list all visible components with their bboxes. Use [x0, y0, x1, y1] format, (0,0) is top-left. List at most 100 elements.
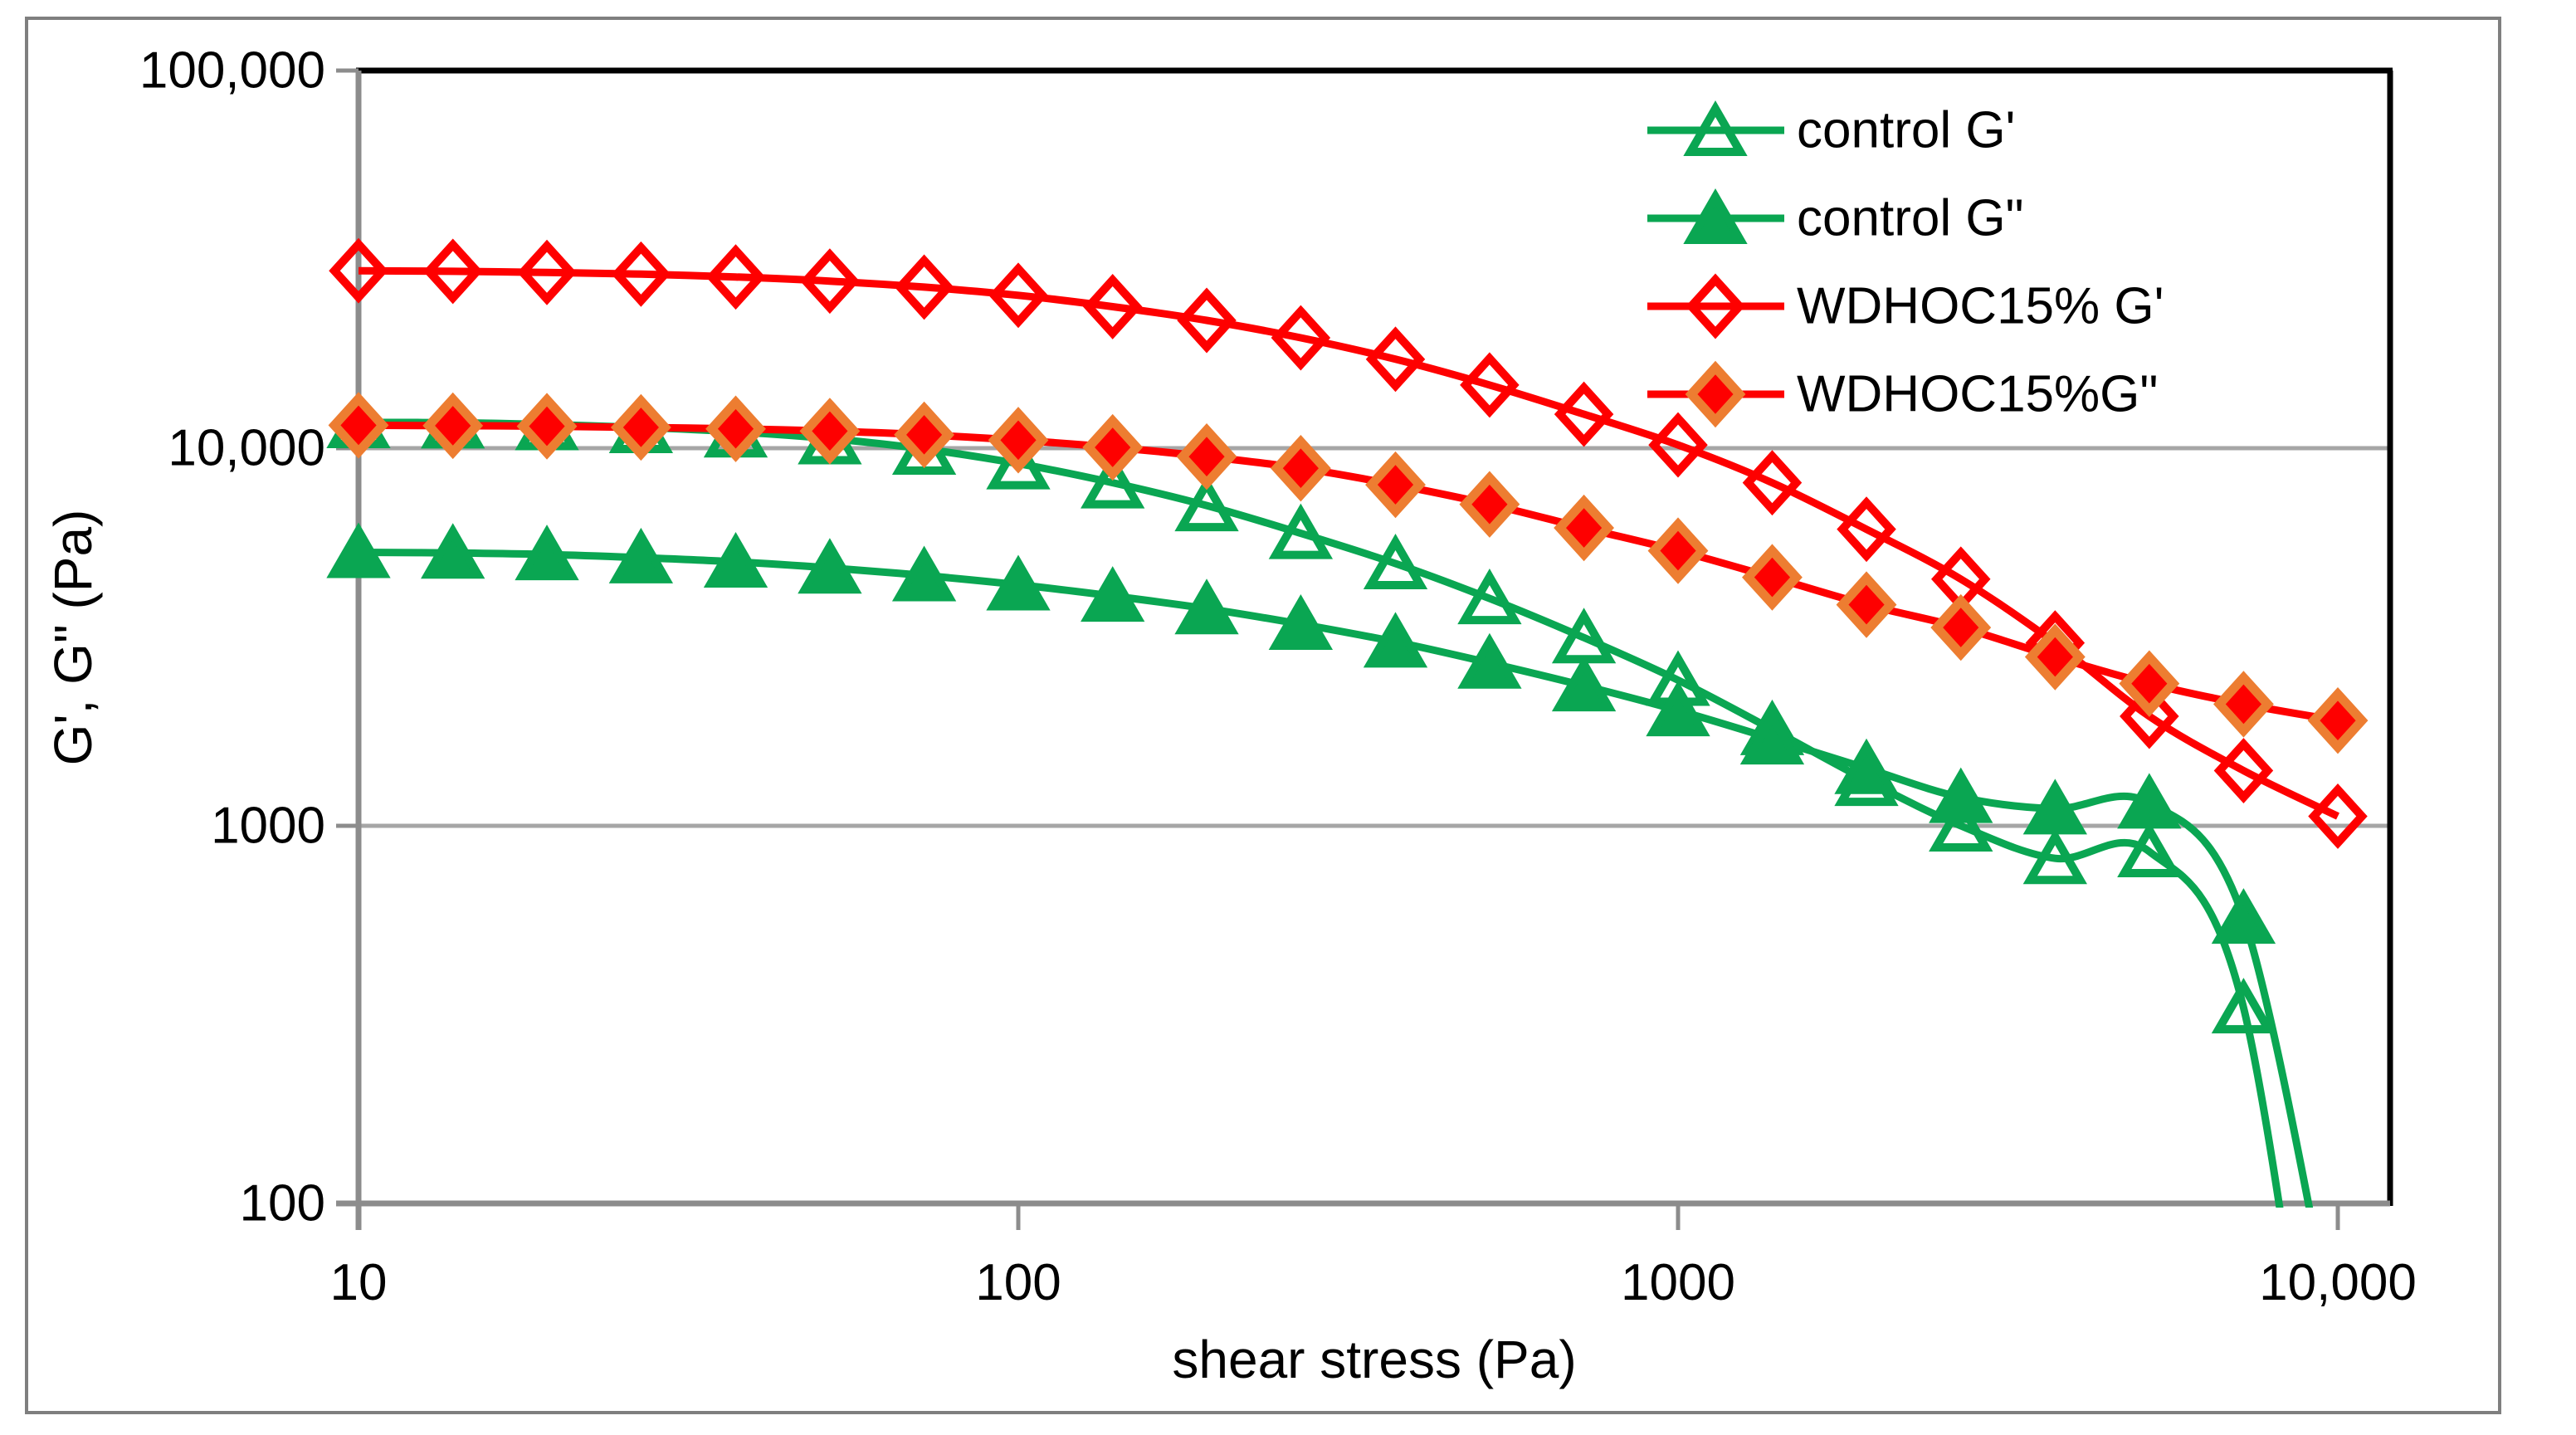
triangle-filled-marker: [798, 538, 862, 594]
diamond-filled-marker: [516, 393, 578, 460]
triangle-filled-marker: [1929, 767, 1993, 823]
diamond-open-icon: [1686, 273, 1745, 339]
diamond-open-marker: [2120, 683, 2179, 749]
x-tick-labels: 10 100 1000 10,000: [330, 1254, 2417, 1311]
diamond-open-marker: [1271, 305, 1331, 371]
diamond-filled-marker: [799, 398, 861, 465]
diamond-open-icon: [1686, 273, 1745, 339]
x-tick-label-10: 10: [330, 1254, 388, 1311]
diamond-open-marker: [517, 239, 577, 305]
triangle-open-marker: [1363, 533, 1428, 589]
diamond-filled-marker: [1836, 571, 1897, 638]
diamond-filled-marker: [1082, 413, 1144, 481]
series-line-group: [359, 266, 2339, 820]
x-axis-title: shear stress (Pa): [1172, 1330, 1576, 1389]
diamond-open-marker: [422, 238, 483, 305]
triangle-filled-marker: [1268, 594, 1334, 651]
triangle-filled-marker: [1834, 738, 1899, 794]
diamond-filled-marker: [2307, 686, 2369, 754]
diamond-open-marker: [1365, 326, 1426, 393]
legend-label-3: WDHOC15% G': [1797, 278, 2164, 335]
x-tick-label-1000: 1000: [1621, 1254, 1735, 1311]
series-4: [328, 392, 2369, 754]
diamond-open-marker: [800, 248, 860, 315]
diamond-filled-marker: [988, 407, 1049, 474]
diamond-open-marker: [611, 241, 671, 307]
diamond-filled-marker: [422, 392, 484, 460]
triangle-filled-icon: [1683, 188, 1748, 244]
diamond-filled-marker: [894, 401, 955, 469]
triangle-filled-marker: [1174, 578, 1239, 635]
legend-item-wdhoc-g-prime: WDHOC15% G': [1647, 273, 2164, 339]
y-tick-label-100: 100: [240, 1175, 325, 1232]
triangle-open-marker: [986, 433, 1051, 490]
diamond-filled-marker: [705, 395, 766, 462]
y-tick-label-10000: 10,000: [168, 420, 325, 477]
x-tick-label-100: 100: [975, 1254, 1061, 1311]
diamond-open-marker: [1082, 274, 1143, 339]
diamond-filled-marker: [2213, 671, 2274, 738]
triangle-filled-marker: [421, 523, 485, 579]
diamond-open-marker: [2308, 783, 2368, 849]
series-layer: [326, 237, 2369, 1208]
diamond-open-marker: [1742, 450, 1803, 516]
series-line-3: [359, 266, 2339, 820]
triangle-filled-marker: [2117, 773, 2182, 829]
legend-item-control-g-prime: control G': [1647, 100, 2015, 159]
triangle-open-marker: [2117, 821, 2182, 877]
legend-item-control-g-doubleprime: control G": [1647, 188, 2024, 247]
diamond-filled-marker: [2119, 650, 2180, 717]
triangle-open-marker: [1457, 569, 1522, 625]
triangle-filled-marker: [608, 527, 674, 583]
diamond-filled-icon: [1685, 360, 1746, 428]
diamond-open-marker: [1554, 381, 1614, 447]
series-3: [329, 237, 2368, 849]
diamond-filled-marker: [1554, 494, 1615, 562]
legend-item-wdhoc-g-doubleprime: WDHOC15%G": [1647, 360, 2158, 428]
triangle-open-marker: [1081, 452, 1145, 509]
legend: control G' control G" WDHOC15% G' WDHOC1…: [1647, 100, 2164, 428]
diamond-open-marker: [705, 244, 766, 310]
triangle-filled-marker: [326, 522, 391, 578]
triangle-filled-marker: [515, 525, 579, 581]
diamond-open-marker: [2213, 738, 2274, 803]
triangle-filled-marker: [1081, 566, 1145, 622]
diamond-open-marker: [1460, 352, 1520, 418]
diamond-filled-marker: [610, 393, 671, 461]
y-tick-label-1000: 1000: [211, 798, 325, 855]
series-2: [326, 522, 2314, 1208]
triangle-open-icon: [1683, 100, 1748, 156]
figure-border: [25, 17, 2501, 1414]
diamond-filled-marker: [1176, 422, 1237, 491]
triangle-filled-marker: [1551, 656, 1617, 712]
diamond-filled-marker: [1742, 544, 1803, 611]
triangle-filled-marker: [1646, 681, 1710, 737]
diamond-filled-marker: [328, 392, 389, 459]
diamond-filled-icon: [1685, 360, 1746, 428]
triangle-filled-marker: [891, 545, 957, 602]
triangle-open-marker: [2211, 978, 2276, 1034]
plot-border: [356, 67, 2393, 1206]
axes: [336, 68, 2390, 1230]
triangle-open-marker: [1174, 476, 1239, 532]
triangle-filled-marker: [986, 554, 1051, 611]
triangle-filled-marker: [2022, 779, 2087, 835]
series-line-group: [359, 421, 2339, 725]
triangle-open-marker: [1929, 795, 1993, 852]
triangle-filled-marker: [703, 531, 768, 588]
legend-label-4: WDHOC15%G": [1797, 366, 2158, 423]
y-axis-title: G', G" (Pa): [43, 510, 103, 766]
triangle-filled-marker: [2211, 888, 2276, 944]
diamond-filled-marker: [1930, 593, 1992, 661]
diamond-filled-marker: [1365, 451, 1426, 519]
triangle-filled-icon: [1683, 188, 1748, 244]
triangle-filled-marker: [1363, 612, 1428, 668]
triangle-open-marker: [2022, 828, 2087, 885]
x-tick-label-10000: 10,000: [2259, 1254, 2417, 1311]
diamond-open-marker: [329, 237, 388, 304]
triangle-filled-marker: [1739, 709, 1805, 765]
triangle-filled-marker: [1457, 632, 1522, 689]
diamond-filled-marker: [1459, 471, 1520, 538]
